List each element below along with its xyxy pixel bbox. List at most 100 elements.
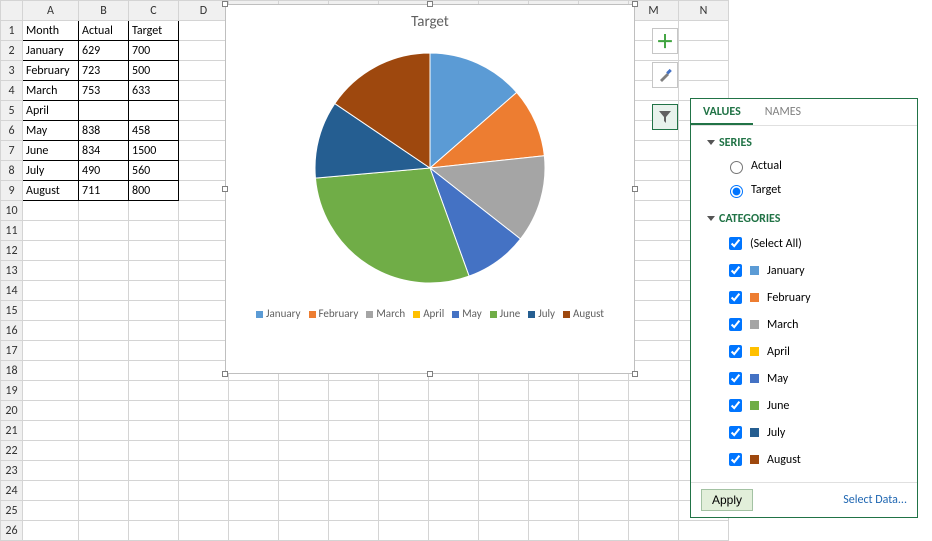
cell[interactable] xyxy=(329,521,379,541)
cell[interactable] xyxy=(79,381,129,401)
cell[interactable] xyxy=(429,441,479,461)
cell[interactable] xyxy=(179,461,229,481)
cell[interactable] xyxy=(23,461,79,481)
cell[interactable] xyxy=(279,461,329,481)
cell[interactable]: July xyxy=(23,161,79,181)
cell[interactable] xyxy=(129,281,179,301)
row-header[interactable]: 10 xyxy=(1,201,23,221)
category-option[interactable]: February xyxy=(691,284,917,311)
category-checkbox[interactable] xyxy=(729,318,742,331)
cell[interactable] xyxy=(579,441,629,461)
resize-handle[interactable] xyxy=(222,186,228,192)
cell[interactable] xyxy=(229,501,279,521)
cell[interactable] xyxy=(179,441,229,461)
cell[interactable] xyxy=(629,301,679,321)
cell[interactable] xyxy=(529,461,579,481)
cell[interactable] xyxy=(129,441,179,461)
cell[interactable] xyxy=(129,521,179,541)
row-header[interactable]: 15 xyxy=(1,301,23,321)
cell[interactable] xyxy=(629,221,679,241)
cell[interactable] xyxy=(629,241,679,261)
cell[interactable] xyxy=(129,341,179,361)
select-data-link[interactable]: Select Data... xyxy=(843,493,907,507)
cell[interactable] xyxy=(629,401,679,421)
cell[interactable] xyxy=(579,421,629,441)
cell[interactable] xyxy=(629,421,679,441)
row-header[interactable]: 26 xyxy=(1,521,23,541)
cell[interactable] xyxy=(79,281,129,301)
cell[interactable] xyxy=(529,381,579,401)
cell[interactable] xyxy=(579,521,629,541)
cell[interactable] xyxy=(679,21,729,41)
tab-values[interactable]: VALUES xyxy=(691,99,753,125)
resize-handle[interactable] xyxy=(222,1,228,7)
cell[interactable] xyxy=(279,501,329,521)
cell[interactable] xyxy=(379,501,429,521)
cell[interactable] xyxy=(179,261,229,281)
category-option[interactable]: May xyxy=(691,365,917,392)
cell[interactable] xyxy=(629,461,679,481)
cell[interactable] xyxy=(79,481,129,501)
cell[interactable] xyxy=(279,401,329,421)
category-option[interactable]: July xyxy=(691,419,917,446)
resize-handle[interactable] xyxy=(632,371,638,377)
cell[interactable] xyxy=(329,441,379,461)
cell[interactable] xyxy=(429,461,479,481)
cell[interactable] xyxy=(629,501,679,521)
cell[interactable]: 700 xyxy=(129,41,179,61)
cell[interactable] xyxy=(179,61,229,81)
cell[interactable] xyxy=(279,381,329,401)
cell[interactable] xyxy=(229,421,279,441)
cell[interactable] xyxy=(23,341,79,361)
cell[interactable] xyxy=(279,521,329,541)
cell[interactable]: March xyxy=(23,81,79,101)
cell[interactable] xyxy=(23,381,79,401)
cell[interactable] xyxy=(79,101,129,121)
cell[interactable] xyxy=(79,241,129,261)
category-option[interactable]: April xyxy=(691,338,917,365)
row-header[interactable]: 11 xyxy=(1,221,23,241)
category-checkbox[interactable] xyxy=(729,264,742,277)
cell[interactable] xyxy=(479,381,529,401)
cell[interactable] xyxy=(429,521,479,541)
cell[interactable] xyxy=(129,481,179,501)
cell[interactable] xyxy=(529,521,579,541)
row-header[interactable]: 1 xyxy=(1,21,23,41)
cell[interactable] xyxy=(129,201,179,221)
cell[interactable] xyxy=(129,301,179,321)
cell[interactable]: 800 xyxy=(129,181,179,201)
cell[interactable] xyxy=(629,281,679,301)
chart-elements-button[interactable]: ＋ xyxy=(652,28,678,54)
cell[interactable] xyxy=(579,481,629,501)
cell[interactable]: 633 xyxy=(129,81,179,101)
cell[interactable] xyxy=(179,141,229,161)
cell[interactable] xyxy=(79,221,129,241)
cell[interactable] xyxy=(129,501,179,521)
cell[interactable] xyxy=(279,441,329,461)
cell[interactable] xyxy=(23,421,79,441)
cell[interactable] xyxy=(329,401,379,421)
column-header[interactable]: B xyxy=(79,1,129,21)
cell[interactable]: August xyxy=(23,181,79,201)
cell[interactable] xyxy=(129,461,179,481)
resize-handle[interactable] xyxy=(632,186,638,192)
cell[interactable] xyxy=(529,441,579,461)
cell[interactable] xyxy=(579,381,629,401)
cell[interactable] xyxy=(23,221,79,241)
cell[interactable] xyxy=(629,521,679,541)
cell[interactable] xyxy=(679,41,729,61)
series-option[interactable]: Target xyxy=(691,178,917,202)
collapse-icon[interactable] xyxy=(707,216,715,221)
cell[interactable] xyxy=(379,401,429,421)
corner-cell[interactable] xyxy=(1,1,23,21)
row-header[interactable]: 18 xyxy=(1,361,23,381)
cell[interactable] xyxy=(229,521,279,541)
cell[interactable] xyxy=(179,381,229,401)
cell[interactable] xyxy=(629,481,679,501)
cell[interactable] xyxy=(23,301,79,321)
cell[interactable] xyxy=(129,321,179,341)
cell[interactable] xyxy=(129,261,179,281)
cell[interactable] xyxy=(629,201,679,221)
cell[interactable] xyxy=(129,361,179,381)
row-header[interactable]: 20 xyxy=(1,401,23,421)
